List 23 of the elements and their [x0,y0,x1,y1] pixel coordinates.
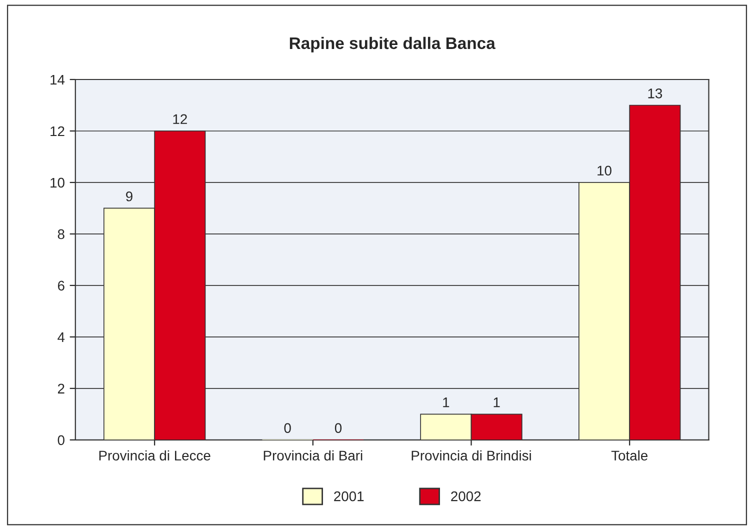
data-label: 13 [648,88,662,98]
data-label: 10 [598,166,612,176]
data-label: 12 [173,114,187,124]
x-tick-label: Provincia di Lecce [99,450,210,461]
y-tick-label: 4 [58,332,65,342]
y-tick-label: 0 [58,435,64,446]
data-label: 1 [443,398,450,408]
y-tick-label: 2 [58,384,64,394]
x-tick-label: Provincia di Brindisi [412,450,531,461]
y-tick-label: 8 [58,229,64,240]
y-tick-label: 14 [50,74,65,85]
x-tick-label: Provincia di Bari [264,450,362,461]
data-label: 1 [494,398,500,408]
data-label: 9 [126,191,132,202]
data-label: 0 [334,423,342,433]
legend-label: 2002 [451,491,481,502]
y-tick-label: 10 [50,178,64,188]
x-tick-label: Totale [611,450,648,461]
data-label: 0 [284,423,291,433]
legend-label: 2001 [334,491,364,502]
chart-title: Rapine subite dalla Banca [290,36,496,52]
y-tick-label: 12 [50,126,64,136]
y-tick-label: 6 [58,280,64,291]
